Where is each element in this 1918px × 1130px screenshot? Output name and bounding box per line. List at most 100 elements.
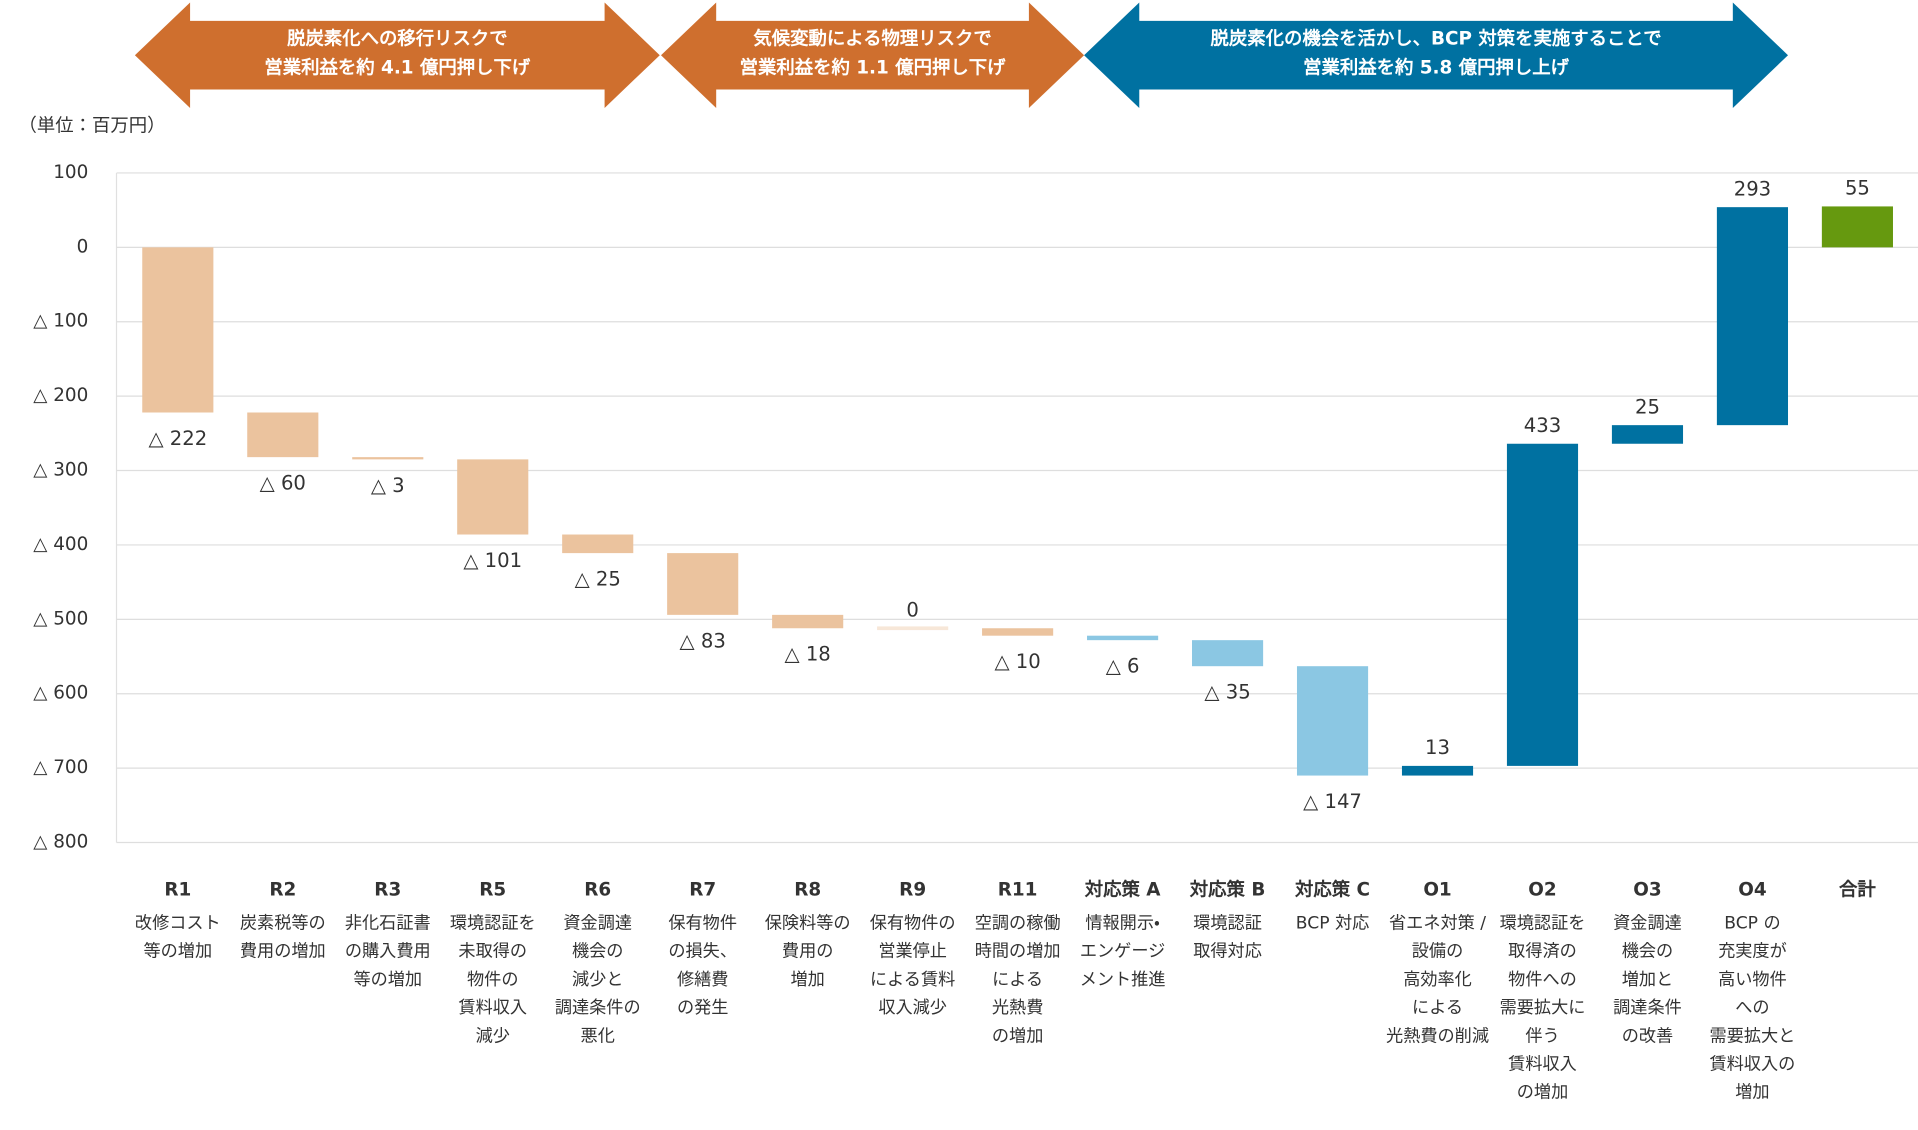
category-description: 調達条件 xyxy=(1613,998,1682,1018)
data-label: △ 83 xyxy=(680,629,726,652)
x-tick-label: R8 xyxy=(794,879,821,900)
x-tick-label: R9 xyxy=(899,879,926,900)
data-label: △ 60 xyxy=(260,472,306,495)
category-description: BCP 対応 xyxy=(1296,913,1370,933)
category-description: 等の増加 xyxy=(353,970,422,990)
category-description: 取得対応 xyxy=(1193,942,1262,962)
category-description: 減少 xyxy=(476,1026,510,1046)
bar xyxy=(1611,425,1684,444)
category-description: 取得済の xyxy=(1508,942,1577,962)
category-description: 物件の xyxy=(467,970,518,990)
category-description: 機会の xyxy=(1622,942,1673,962)
bar xyxy=(877,626,949,631)
data-label: 293 xyxy=(1734,177,1771,200)
category-description: 情報開示・ xyxy=(1085,913,1160,933)
data-label: △ 25 xyxy=(575,568,621,591)
data-label: △ 222 xyxy=(148,427,207,450)
x-tick-label: R2 xyxy=(269,879,296,900)
category-description: 増加 xyxy=(1735,1083,1769,1103)
y-tick-label: △ 100 xyxy=(33,311,88,332)
category-description: 保険料等の xyxy=(765,913,851,933)
category-description: 環境認証 xyxy=(1193,913,1262,933)
category-description: 資金調達 xyxy=(1613,913,1682,933)
category-description: 光熱費 xyxy=(992,998,1043,1018)
y-axis-label: （単位：百万円） xyxy=(18,115,165,136)
category-description: 保有物件の xyxy=(870,913,956,933)
data-label: △ 35 xyxy=(1204,681,1250,704)
x-tick-label: O3 xyxy=(1633,879,1661,900)
category-description: 環境認証を xyxy=(1500,913,1586,933)
banner-text: 営業利益を約 1.1 億円押し下げ xyxy=(740,57,1006,79)
bar xyxy=(142,247,214,413)
category-description: 需要拡大に xyxy=(1500,998,1586,1018)
bar xyxy=(982,628,1054,636)
banner-text: 脱炭素化の機会を活かし、BCP 対策を実施することで xyxy=(1211,27,1662,49)
bar xyxy=(457,459,529,535)
category-description: への xyxy=(1735,998,1769,1018)
category-description: 改修コスト xyxy=(135,913,221,933)
category-description: 省エネ対策 / xyxy=(1389,913,1486,933)
data-label: △ 101 xyxy=(463,549,522,572)
category-description: 増加と xyxy=(1622,970,1673,990)
banner-text: 営業利益を約 4.1 億円押し下げ xyxy=(264,57,530,79)
category-description: の増加 xyxy=(1517,1083,1568,1103)
x-tick-label: O2 xyxy=(1528,879,1556,900)
bar xyxy=(247,412,319,458)
y-tick-label: △ 600 xyxy=(33,683,88,704)
x-tick-label: 合計 xyxy=(1839,878,1876,900)
banner-text: 気候変動による物理リスクで xyxy=(753,27,991,49)
category-description: 修繕費 xyxy=(677,970,728,990)
category-description: の増加 xyxy=(992,1026,1043,1046)
category-description: 賃料収入の xyxy=(1710,1054,1796,1074)
category-description: メント推進 xyxy=(1080,970,1166,990)
category-description: 悪化 xyxy=(581,1026,615,1046)
category-description: エンゲージ xyxy=(1080,942,1165,962)
category-description: BCP の xyxy=(1724,913,1780,933)
y-tick-label: △ 500 xyxy=(33,608,88,629)
category-description: 光熱費の削減 xyxy=(1386,1026,1489,1046)
y-tick-label: △ 400 xyxy=(33,534,88,555)
bar xyxy=(1087,635,1159,641)
category-description: 物件への xyxy=(1508,970,1577,990)
category-description: 減少と xyxy=(572,970,623,990)
category-description: 調達条件の xyxy=(555,998,641,1018)
data-label: △ 6 xyxy=(1106,655,1140,678)
category-description: 賃料収入 xyxy=(458,998,527,1018)
category-description: 収入減少 xyxy=(878,998,947,1018)
category-description: 高い物件 xyxy=(1718,970,1787,990)
category-description: 等の増加 xyxy=(143,942,212,962)
bar xyxy=(1296,666,1369,776)
category-description: 賃料収入 xyxy=(1508,1054,1577,1074)
category-description: 機会の xyxy=(572,942,623,962)
category-description: 高効率化 xyxy=(1403,970,1472,990)
bar xyxy=(1506,443,1579,766)
bar xyxy=(1821,206,1893,248)
category-description: 費用の増加 xyxy=(240,942,326,962)
x-tick-label: O1 xyxy=(1423,879,1451,900)
y-tick-label: △ 700 xyxy=(33,757,88,778)
data-label: △ 3 xyxy=(371,474,405,497)
category-description: 需要拡大と xyxy=(1710,1026,1796,1046)
category-description: の改善 xyxy=(1622,1026,1673,1046)
category-description: の購入費用 xyxy=(345,942,431,962)
category-description: 環境認証を xyxy=(450,913,536,933)
data-label: 433 xyxy=(1524,414,1561,437)
banner-text: 脱炭素化への移行リスクで xyxy=(287,27,508,49)
x-tick-label: 対応策 C xyxy=(1294,878,1370,900)
x-tick-label: O4 xyxy=(1738,879,1766,900)
bar xyxy=(667,553,739,615)
y-tick-label: 100 xyxy=(53,162,88,183)
category-description: 時間の増加 xyxy=(975,942,1061,962)
x-tick-label: R5 xyxy=(479,879,506,900)
category-description: による賃料 xyxy=(870,970,955,990)
bar xyxy=(1192,640,1264,667)
data-label: 13 xyxy=(1425,736,1450,759)
x-tick-label: R6 xyxy=(584,879,611,900)
bar xyxy=(1401,765,1474,776)
category-description: 伴う xyxy=(1525,1026,1559,1046)
data-label: △ 147 xyxy=(1303,790,1362,813)
banner-arrow xyxy=(134,2,660,108)
bar xyxy=(352,457,424,460)
